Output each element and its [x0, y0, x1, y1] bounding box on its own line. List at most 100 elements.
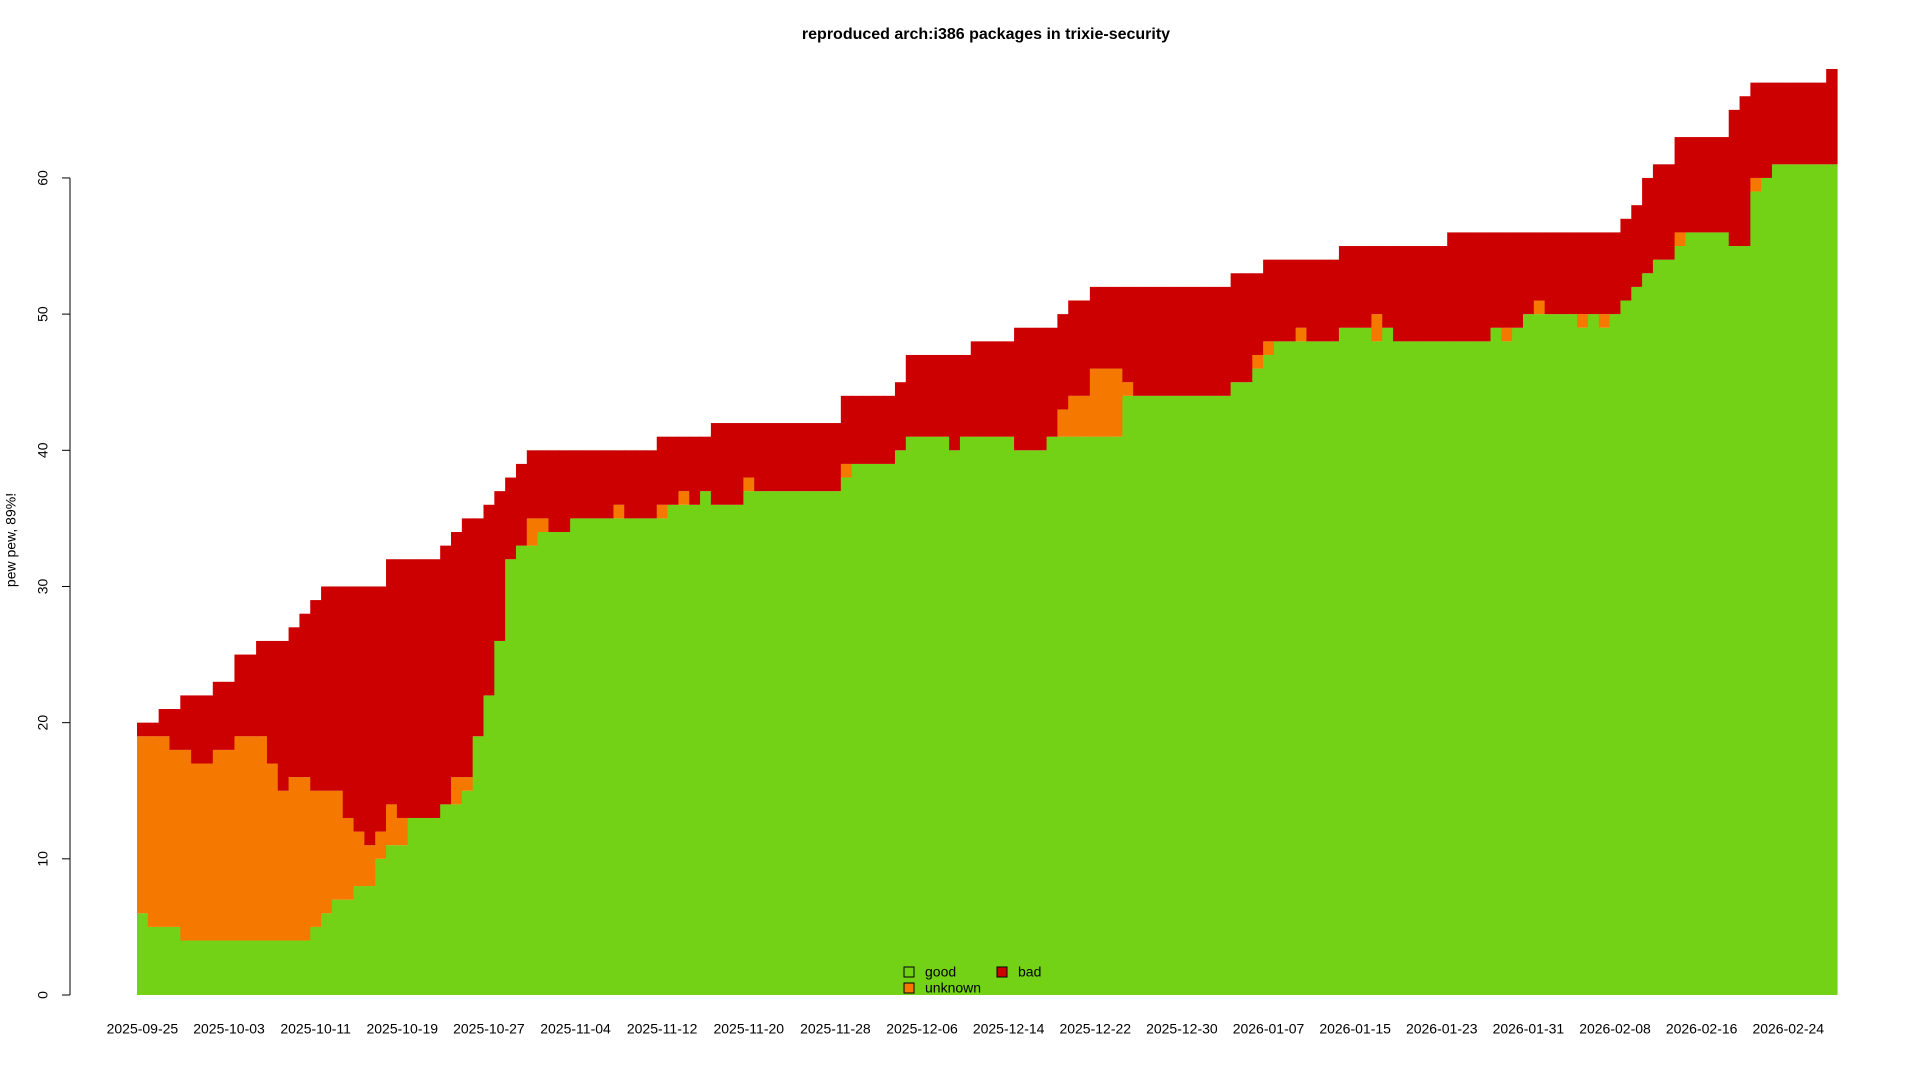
area-segment [1609, 232, 1622, 315]
area-segment [819, 491, 831, 995]
area-segment [537, 518, 550, 532]
area-segment [1122, 286, 1134, 383]
area-segment [613, 504, 625, 519]
area-segment [223, 940, 236, 995]
area-segment [1284, 259, 1297, 342]
area-segment [635, 450, 647, 519]
area-segment [1057, 314, 1069, 410]
area-segment [1782, 82, 1795, 165]
y-axis-label: pew pew, 89%! [3, 493, 19, 587]
area-segment [234, 654, 246, 737]
y-tick-label: 40 [35, 442, 51, 458]
area-segment [1046, 327, 1058, 437]
area-segment [1252, 354, 1264, 369]
area-segment [808, 423, 820, 492]
legend-swatch [903, 982, 915, 994]
area-segment [1382, 246, 1394, 328]
area-segment [602, 518, 615, 995]
area-segment [1144, 395, 1156, 996]
area-segment [1241, 382, 1253, 995]
area-segment [440, 545, 452, 805]
area-segment [277, 640, 290, 791]
area-segment [1533, 232, 1546, 301]
area-segment [1079, 395, 1091, 437]
y-tick-label: 30 [35, 578, 51, 594]
area-segment [1761, 82, 1773, 178]
area-segment [1154, 395, 1167, 996]
area-segment [580, 450, 593, 519]
area-segment [451, 532, 463, 778]
area-segment [1512, 327, 1524, 995]
area-segment [483, 695, 495, 995]
area-segment [158, 736, 171, 927]
area-segment [451, 804, 463, 995]
area-segment [743, 491, 755, 995]
area-segment [829, 491, 842, 995]
area-segment [613, 450, 625, 505]
area-segment [1425, 341, 1437, 996]
area-segment [418, 559, 430, 818]
area-segment [1717, 137, 1730, 233]
area-segment [1111, 368, 1123, 437]
area-segment [429, 817, 441, 995]
area-segment [191, 940, 203, 995]
area-segment [223, 681, 236, 750]
area-segment [440, 804, 452, 995]
area-segment [1198, 286, 1210, 396]
area-segment [591, 518, 604, 995]
area-segment [1544, 314, 1557, 995]
area-segment [1198, 395, 1210, 996]
x-tick-label: 2026-01-15 [1319, 1021, 1391, 1037]
area-segment [710, 504, 723, 995]
area-segment [949, 354, 961, 451]
area-segment [158, 709, 171, 737]
area-segment [905, 354, 918, 437]
area-segment [970, 341, 983, 437]
area-segment [364, 886, 376, 995]
area-segment [1750, 191, 1762, 995]
area-segment [873, 395, 885, 464]
area-segment [949, 450, 961, 995]
area-segment [916, 354, 929, 437]
area-segment [1208, 395, 1221, 996]
area-segment [992, 341, 1004, 437]
area-segment [277, 940, 290, 995]
area-segment [321, 790, 333, 914]
area-segment [1111, 286, 1123, 369]
area-segment [645, 450, 658, 519]
area-segment [137, 722, 149, 737]
area-segment [689, 504, 701, 995]
area-segment [1068, 300, 1080, 396]
area-segment [1338, 246, 1351, 328]
area-segment [1317, 259, 1329, 342]
area-segment [180, 940, 192, 995]
area-segment [1328, 341, 1340, 996]
area-segment [1133, 286, 1145, 396]
area-segment [1598, 327, 1611, 995]
area-segment [1349, 246, 1362, 328]
x-tick-label: 2025-10-27 [453, 1021, 525, 1037]
area-segment [266, 640, 279, 764]
area-segment [1024, 450, 1037, 995]
area-segment [1252, 273, 1264, 355]
area-segment [1273, 341, 1286, 996]
area-segment [775, 423, 788, 492]
area-segment [1468, 232, 1481, 342]
area-segment [494, 640, 506, 995]
area-segment [1772, 164, 1784, 995]
area-segment [775, 491, 788, 995]
area-segment [1144, 286, 1156, 396]
area-segment [375, 858, 387, 995]
x-tick-label: 2025-11-20 [713, 1021, 784, 1037]
area-segment [288, 627, 301, 778]
area-segment [884, 395, 896, 464]
area-segment [656, 436, 669, 505]
area-segment [927, 436, 939, 995]
area-segment [656, 504, 669, 519]
area-segment [938, 354, 950, 437]
x-tick-label: 2026-02-24 [1752, 1021, 1824, 1037]
x-tick-label: 2025-12-22 [1059, 1021, 1131, 1037]
area-segment [1739, 96, 1751, 247]
area-segment [364, 586, 376, 846]
